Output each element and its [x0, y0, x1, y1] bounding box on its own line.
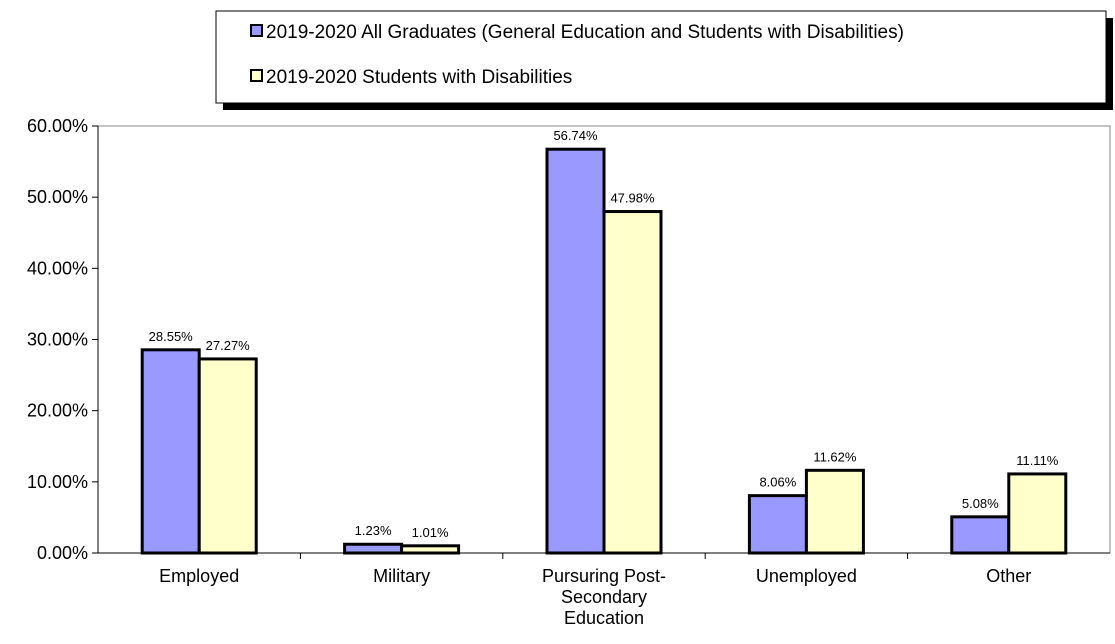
x-category-label: Military: [373, 566, 430, 586]
bar: [545, 147, 606, 555]
y-tick-label: 50.00%: [27, 187, 88, 207]
bar: [197, 357, 258, 555]
x-category-label-line: Pursuring Post-: [542, 566, 666, 586]
bar: [950, 515, 1011, 555]
bar-data-label: 5.08%: [962, 496, 999, 511]
bar-data-label: 11.62%: [813, 449, 857, 464]
y-tick-label: 0.00%: [37, 543, 88, 563]
bar: [400, 544, 461, 555]
bar-data-label: 56.74%: [553, 128, 598, 143]
x-category-label: Other: [986, 566, 1031, 586]
bar-data-label: 1.23%: [355, 523, 392, 538]
bar-data-label: 47.98%: [610, 191, 655, 206]
legend-item-all-graduates: 2019-2020 All Graduates (General Educati…: [250, 22, 904, 43]
bar: [140, 348, 201, 555]
y-tick-label: 20.00%: [27, 401, 88, 421]
bars-layer: [140, 147, 1068, 555]
bar: [1007, 472, 1068, 555]
bar-data-label: 11.11%: [1016, 453, 1059, 468]
x-category-label-line: Unemployed: [756, 566, 857, 586]
bar-data-label: 27.27%: [206, 338, 251, 353]
y-tick-label: 10.00%: [27, 472, 88, 492]
data-labels-layer: 28.55% 27.27% 1.23% 1.01% 56.74% 47.98% 8.06% 1…: [149, 128, 1059, 540]
x-category-label-line: Military: [373, 566, 430, 586]
legend-label-students-with-disabilities: 2019-2020 Students with Disabilities: [266, 67, 572, 88]
bar: [747, 494, 808, 555]
x-category-label-line: Secondary: [561, 587, 647, 607]
x-category-label-line: Education: [564, 608, 644, 628]
bar: [804, 468, 865, 555]
y-tick-label: 60.00%: [27, 116, 88, 136]
x-category-label: Unemployed: [756, 566, 857, 586]
x-axis: Employed Military Pursuring Post-Secondary…: [98, 552, 1110, 628]
bar: [343, 542, 404, 555]
bar-data-label: 8.06%: [759, 475, 796, 490]
bar: [602, 210, 663, 555]
legend-swatch-students-with-disabilities: [250, 69, 263, 82]
x-category-label: Pursuring Post-Secondary Education: [542, 566, 666, 628]
x-category-label-line: Other: [986, 566, 1031, 586]
legend-label-all-graduates: 2019-2020 All Graduates (General Educati…: [266, 22, 904, 43]
x-category-label-line: Employed: [159, 566, 239, 586]
bar-data-label: 1.01%: [412, 525, 449, 540]
x-category-label: Employed: [159, 566, 239, 586]
y-tick-label: 30.00%: [27, 330, 88, 350]
y-tick-label: 40.00%: [27, 258, 88, 278]
legend-item-students-with-disabilities: 2019-2020 Students with Disabilities: [250, 67, 572, 88]
bar-data-label: 28.55%: [149, 329, 194, 344]
chart-legend: 2019-2020 All Graduates (General Educati…: [215, 10, 1113, 110]
legend-swatch-all-graduates: [250, 24, 263, 37]
y-axis: 0.00% 10.00% 20.00% 30.00% 40.00% 50.00% 60.00…: [27, 116, 99, 563]
